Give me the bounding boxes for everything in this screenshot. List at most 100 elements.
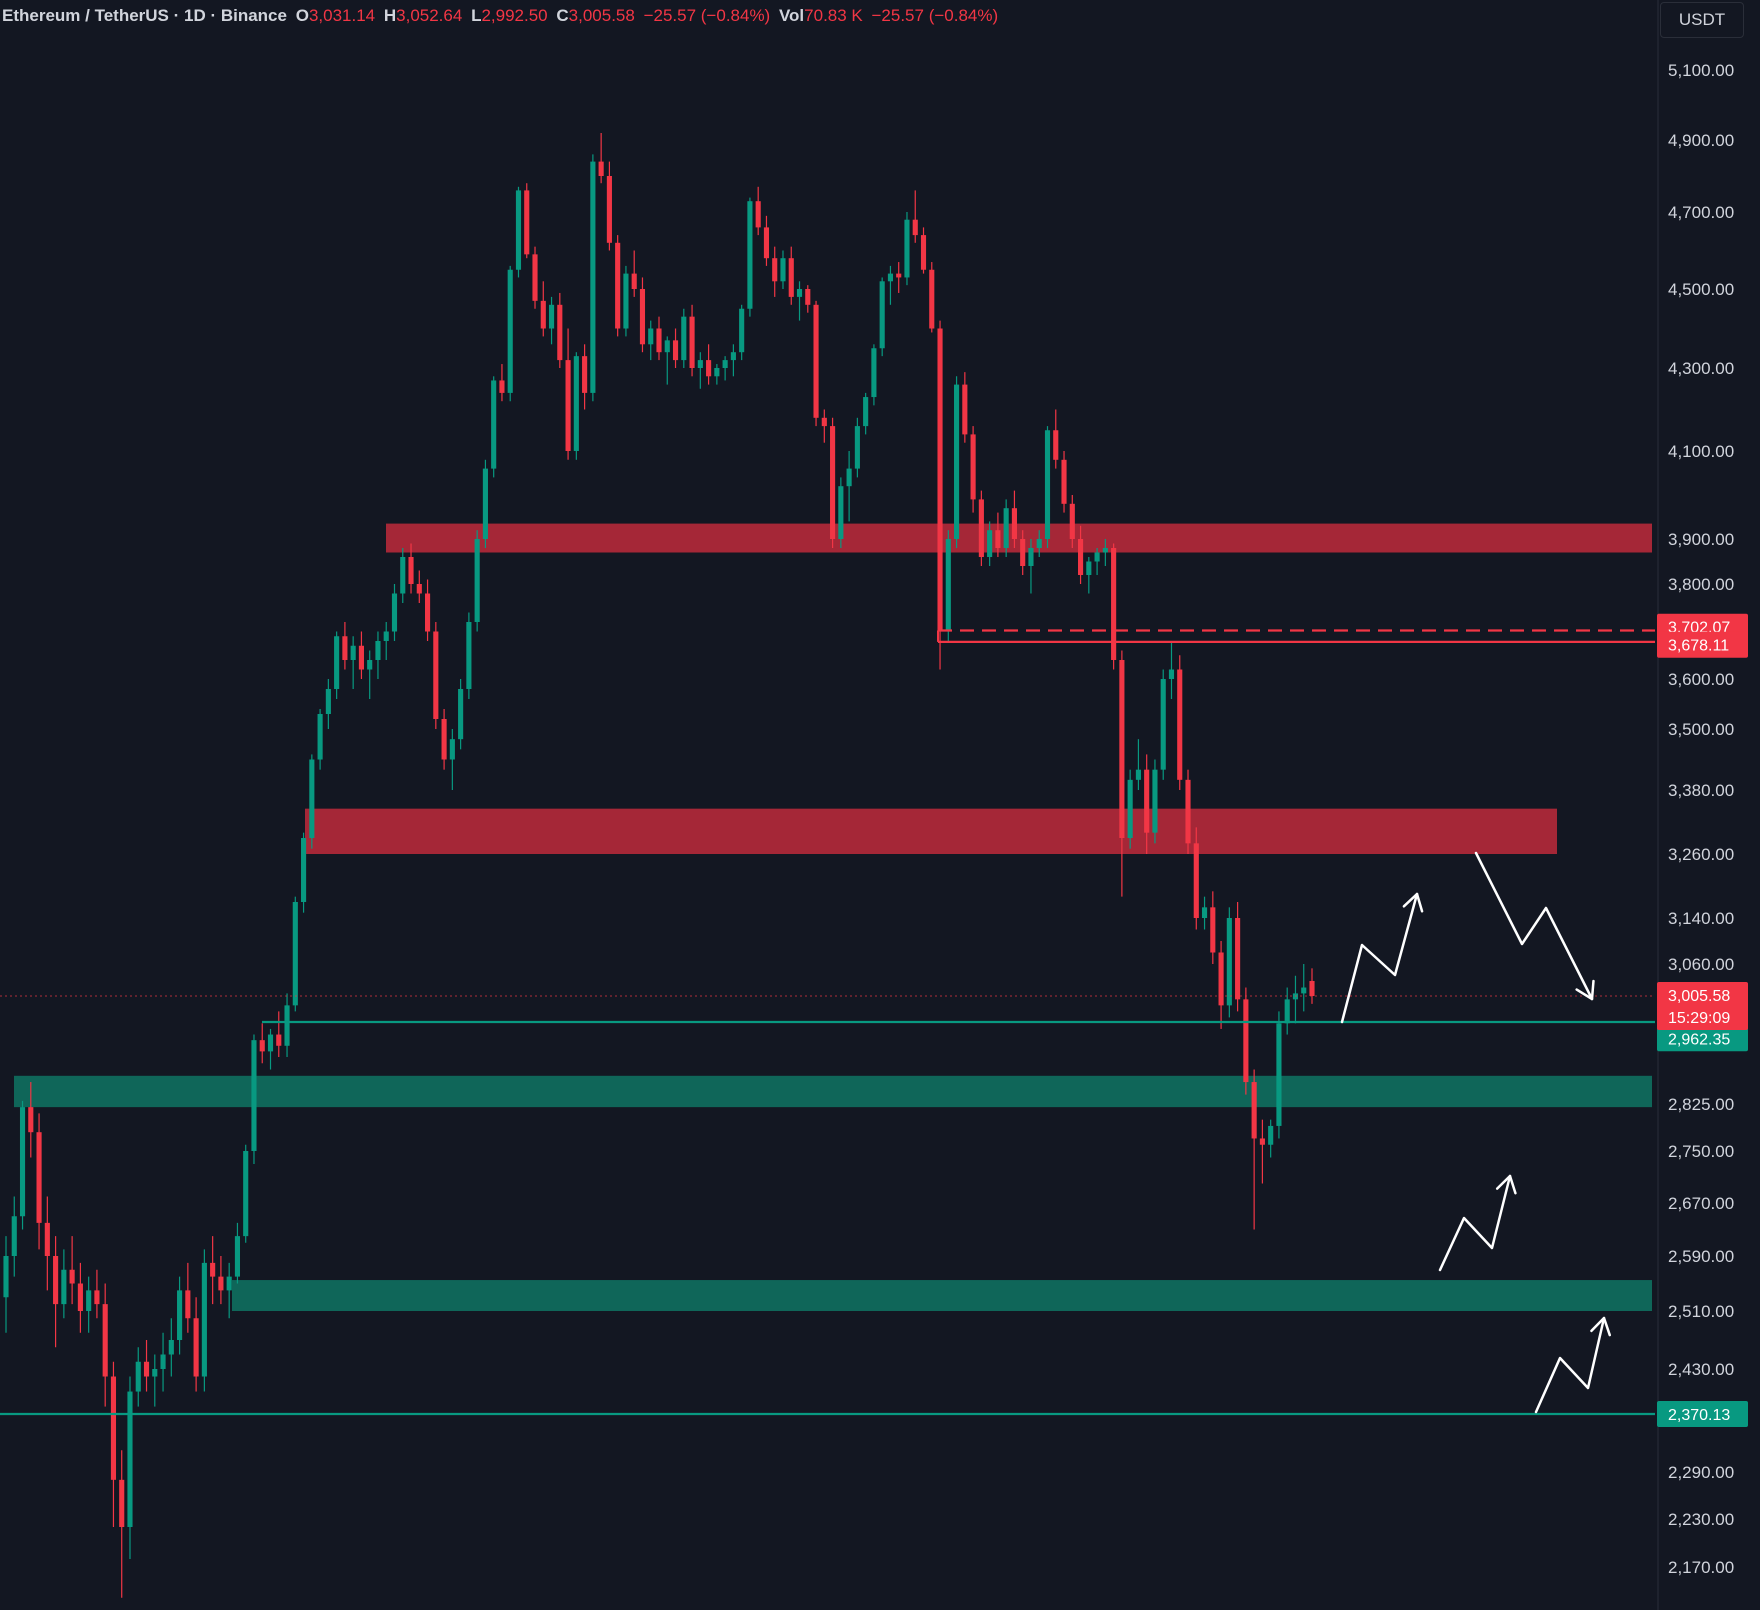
price-tick-label: 3,380.00 — [1668, 781, 1734, 800]
candle — [1044, 426, 1051, 548]
price-tick-label: 2,290.00 — [1668, 1463, 1734, 1482]
candle-body — [904, 219, 910, 278]
candle-body — [424, 593, 431, 632]
arrow-head — [1495, 1174, 1517, 1195]
candle — [1020, 530, 1026, 575]
price-tick-label: 3,260.00 — [1668, 845, 1734, 864]
candle-body — [267, 1034, 274, 1052]
candle — [185, 1262, 191, 1333]
candle — [1177, 655, 1183, 790]
candle-body — [1094, 552, 1100, 562]
candle — [920, 227, 927, 274]
arrow-path — [1438, 1174, 1512, 1272]
candle — [292, 896, 298, 1012]
candle — [590, 154, 596, 402]
candle-body — [962, 384, 968, 435]
price-tick-label: 2,170.00 — [1668, 1558, 1734, 1577]
candle-body — [887, 273, 894, 282]
candle-body — [920, 235, 927, 270]
candle-body — [1185, 779, 1191, 844]
candle — [838, 477, 844, 548]
price-tick-label: 4,100.00 — [1668, 442, 1734, 461]
candle — [706, 344, 712, 385]
candle — [788, 246, 794, 305]
candle — [639, 277, 646, 353]
candle-body — [805, 289, 811, 305]
candle-body — [61, 1269, 67, 1305]
candle — [1168, 641, 1175, 699]
candle — [61, 1249, 67, 1319]
candle-body — [896, 273, 902, 278]
currency-button[interactable]: USDT — [1660, 2, 1744, 38]
candle — [160, 1332, 166, 1392]
candle-body — [532, 254, 538, 301]
candle-body — [143, 1361, 150, 1377]
candle — [317, 709, 323, 770]
zones-layer — [14, 523, 1652, 1311]
candle-body — [1268, 1125, 1274, 1145]
candles-layer — [3, 133, 1315, 1598]
candle — [805, 285, 811, 313]
candle — [210, 1236, 216, 1305]
candle — [755, 186, 761, 236]
candle — [871, 344, 877, 406]
candle — [714, 364, 720, 385]
candle — [1028, 539, 1034, 594]
candle — [763, 215, 770, 266]
candle-body — [524, 190, 530, 255]
badge-2962: 2,962.35 — [1657, 1025, 1748, 1052]
price-axis[interactable]: 5,100.00 4,900.00 4,700.00 4,500.00 4,300.00… — [1657, 0, 1734, 1610]
candle — [623, 265, 629, 337]
candle — [201, 1249, 207, 1392]
candle-body — [1251, 1082, 1257, 1139]
candle-body — [226, 1276, 232, 1291]
candle — [19, 1100, 26, 1230]
candle — [284, 993, 290, 1057]
candle-body — [482, 468, 488, 539]
candle-body — [499, 380, 505, 393]
open-value: 3,031.14 — [308, 6, 376, 25]
candle — [218, 1256, 224, 1305]
high-value: 3,052.64 — [396, 6, 463, 25]
price-tick-label: 4,300.00 — [1668, 359, 1734, 378]
candle — [491, 376, 497, 478]
candle-body — [970, 434, 976, 500]
candle-body — [350, 645, 356, 660]
candle-body — [36, 1132, 42, 1223]
candle — [697, 352, 703, 389]
candle — [350, 636, 356, 689]
candle-body — [606, 176, 612, 243]
candle — [234, 1222, 241, 1284]
price-tick-label: 2,670.00 — [1668, 1194, 1734, 1213]
candle — [722, 356, 728, 381]
support-zone-upper — [14, 1075, 1652, 1108]
arrow-head — [1575, 979, 1595, 1001]
candle-body — [1160, 679, 1166, 770]
candle-body — [77, 1283, 83, 1311]
candle-body — [1144, 769, 1150, 833]
candle-body — [53, 1256, 59, 1305]
candle-body — [1201, 907, 1208, 918]
candle-body — [954, 384, 960, 539]
arrow-path — [1534, 1316, 1606, 1414]
candle-body — [615, 242, 621, 329]
candle — [606, 161, 612, 251]
candle — [664, 336, 670, 385]
candle — [672, 328, 679, 368]
candle — [243, 1144, 249, 1243]
price-tick-label: 2,825.00 — [1668, 1095, 1734, 1114]
candle — [995, 512, 1001, 557]
volume-label: Vol — [778, 6, 805, 25]
candle — [772, 246, 778, 297]
candle-body — [110, 1376, 117, 1480]
candle-body — [796, 289, 803, 297]
candle — [1152, 759, 1158, 844]
candle — [441, 709, 447, 770]
candle-body — [185, 1290, 191, 1319]
price-tick-label: 3,800.00 — [1668, 575, 1734, 594]
candle-body — [1243, 999, 1249, 1083]
candle-body — [912, 219, 918, 236]
candle-body — [334, 636, 340, 689]
